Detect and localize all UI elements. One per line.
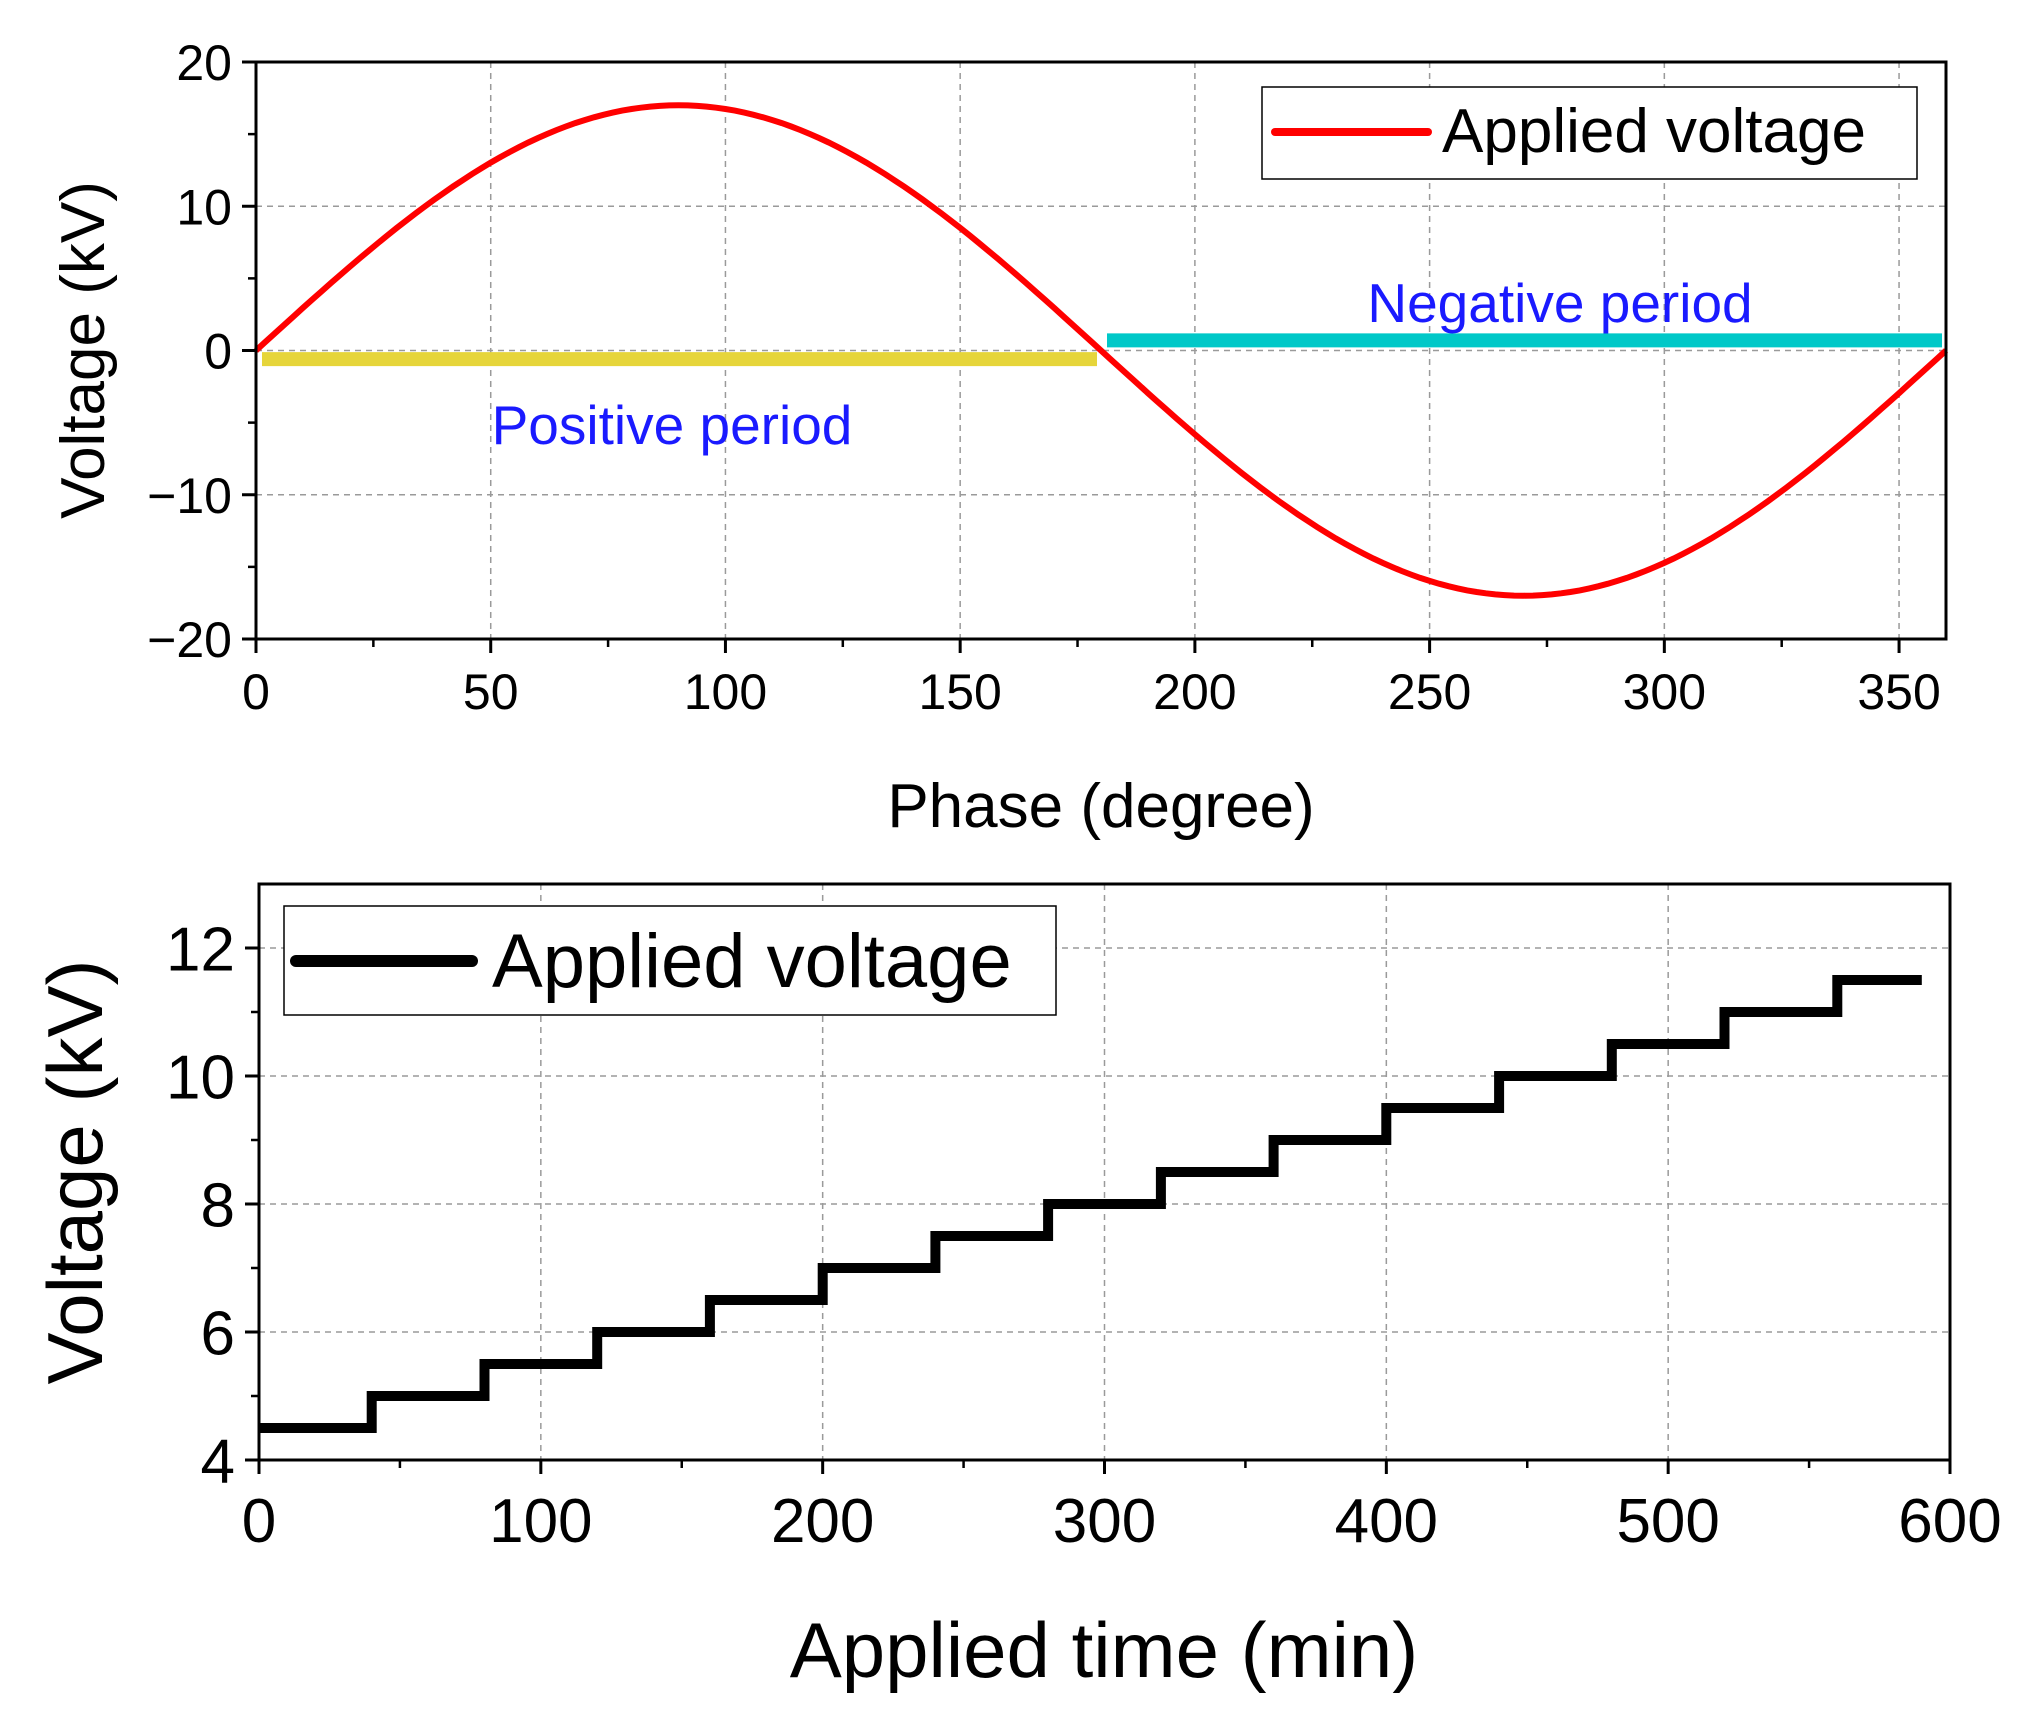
bottom-x-tick-label: 0 bbox=[242, 1487, 276, 1556]
top-ticks: 0 50 100 150 200 250 300 350 −20 −10 0 10 20 bbox=[147, 35, 1941, 720]
bottom-x-tick-label: 200 bbox=[771, 1487, 874, 1556]
top-x-tick-label: 300 bbox=[1623, 664, 1706, 720]
bottom-y-tick-label: 6 bbox=[201, 1299, 235, 1368]
bottom-legend-label: Applied voltage bbox=[492, 919, 1012, 1004]
bottom-ticks: 0 100 200 300 400 500 600 4 6 8 10 12 bbox=[166, 915, 2002, 1556]
top-x-tick-label: 100 bbox=[684, 664, 767, 720]
bottom-y-tick-label: 8 bbox=[201, 1171, 235, 1240]
top-legend-label: Applied voltage bbox=[1442, 97, 1866, 166]
bottom-x-tick-label: 500 bbox=[1616, 1487, 1719, 1556]
top-y-axis-title: Voltage (kV) bbox=[49, 181, 118, 519]
positive-period-label: Positive period bbox=[492, 394, 853, 456]
top-x-axis-title: Phase (degree) bbox=[887, 772, 1314, 841]
bottom-y-tick-label: 12 bbox=[166, 915, 235, 984]
applied-voltage-sine-line bbox=[253, 102, 1949, 599]
bottom-y-tick-label: 4 bbox=[201, 1427, 235, 1496]
phase-voltage-chart: 0 50 100 150 200 250 300 350 −20 −10 0 10 20 Negativ… bbox=[49, 35, 1949, 841]
bottom-x-tick-label: 100 bbox=[489, 1487, 592, 1556]
top-period-bands bbox=[262, 333, 1942, 367]
bottom-series bbox=[259, 975, 1922, 1433]
top-x-tick-label: 50 bbox=[463, 664, 519, 720]
top-x-tick-label: 250 bbox=[1388, 664, 1471, 720]
bottom-legend: Applied voltage bbox=[283, 905, 1057, 1016]
bottom-gridlines bbox=[259, 884, 1950, 1460]
top-gridlines bbox=[256, 62, 1946, 639]
top-x-tick-label: 0 bbox=[242, 664, 270, 720]
top-series bbox=[253, 102, 1949, 599]
bottom-x-axis-title: Applied time (min) bbox=[790, 1606, 1419, 1694]
bottom-x-tick-label: 600 bbox=[1898, 1487, 2001, 1556]
top-x-tick-label: 150 bbox=[918, 664, 1001, 720]
bottom-x-tick-label: 400 bbox=[1335, 1487, 1438, 1556]
top-y-tick-label: 0 bbox=[204, 324, 232, 380]
top-y-tick-label: −10 bbox=[147, 468, 232, 524]
top-y-tick-label: −20 bbox=[147, 612, 232, 668]
bottom-y-axis-title: Voltage (kV) bbox=[31, 960, 119, 1385]
top-x-tick-label: 200 bbox=[1153, 664, 1236, 720]
bottom-y-tick-label: 10 bbox=[166, 1043, 235, 1112]
bottom-x-tick-label: 300 bbox=[1053, 1487, 1156, 1556]
negative-period-label: Negative period bbox=[1367, 272, 1752, 334]
time-voltage-chart: 0 100 200 300 400 500 600 4 6 8 10 12 Applied time … bbox=[31, 882, 2002, 1694]
top-x-tick-label: 350 bbox=[1857, 664, 1940, 720]
top-y-tick-label: 10 bbox=[176, 179, 232, 235]
top-legend: Applied voltage bbox=[1261, 86, 1918, 180]
top-y-tick-label: 20 bbox=[176, 35, 232, 91]
applied-voltage-step-line bbox=[259, 975, 1922, 1433]
